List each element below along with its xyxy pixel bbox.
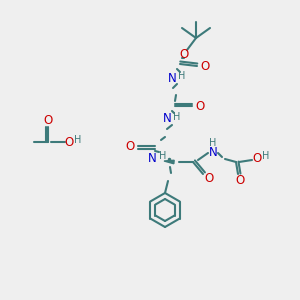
Text: N: N [148, 152, 156, 166]
Text: O: O [195, 100, 205, 112]
Text: N: N [163, 112, 171, 125]
Text: O: O [252, 152, 262, 164]
Text: H: H [74, 135, 82, 145]
Text: O: O [179, 49, 189, 62]
Text: O: O [200, 59, 210, 73]
Text: O: O [44, 113, 52, 127]
Text: H: H [262, 151, 270, 161]
Text: H: H [209, 138, 217, 148]
Text: N: N [208, 146, 217, 160]
Text: O: O [236, 173, 244, 187]
Text: H: H [159, 151, 167, 161]
Polygon shape [164, 160, 174, 164]
Text: H: H [178, 71, 186, 81]
Text: H: H [173, 112, 181, 122]
Text: O: O [204, 172, 214, 184]
Text: O: O [64, 136, 74, 148]
Text: O: O [125, 140, 135, 152]
Text: N: N [168, 71, 176, 85]
